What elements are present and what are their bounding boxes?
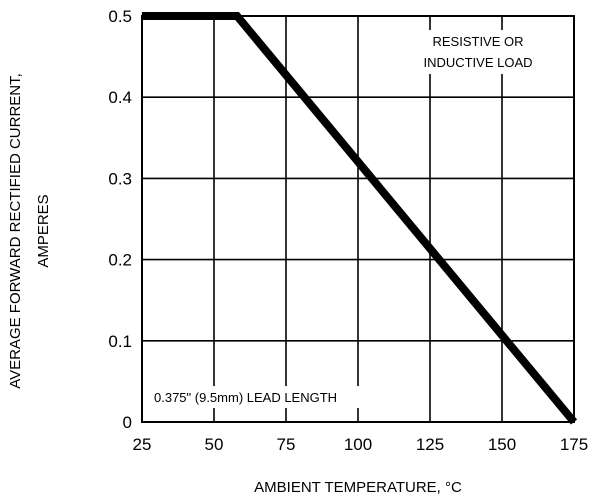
lead-length-annotation-text: 0.375" (9.5mm) LEAD LENGTH — [154, 390, 337, 405]
x-tick-label: 125 — [416, 435, 444, 454]
load-type-annotation-line-1: RESISTIVE OR — [432, 34, 523, 49]
grid — [141, 15, 575, 423]
y-tick-label: 0.5 — [108, 7, 132, 26]
x-axis-title: AMBIENT TEMPERATURE, °C — [254, 479, 462, 496]
y-tick-label: 0.4 — [108, 88, 132, 107]
x-tick-label: 50 — [205, 435, 224, 454]
x-axis-ticks: 25 50 75 100 125 150 175 — [133, 435, 589, 454]
load-type-annotation: RESISTIVE OR INDUCTIVE LOAD — [398, 30, 560, 74]
plot-frame — [141, 15, 575, 423]
derating-curve — [142, 12, 578, 425]
y-axis-ticks: 0 0.1 0.2 0.3 0.4 0.5 — [108, 7, 132, 432]
x-tick-label: 150 — [488, 435, 516, 454]
x-tick-label: 75 — [277, 435, 296, 454]
x-tick-label: 25 — [133, 435, 152, 454]
y-tick-label: 0.1 — [108, 332, 132, 351]
load-type-annotation-line-2: INDUCTIVE LOAD — [423, 55, 532, 70]
lead-length-annotation: 0.375" (9.5mm) LEAD LENGTH — [148, 386, 416, 408]
series — [142, 12, 578, 425]
y-axis-title-line-2: AMPERES — [35, 194, 52, 267]
y-tick-label: 0.2 — [108, 251, 132, 270]
x-tick-label: 175 — [560, 435, 588, 454]
y-tick-label: 0 — [123, 413, 132, 432]
y-axis-title-line-1: AVERAGE FORWARD RECTIFIED CURRENT, — [7, 73, 24, 389]
y-tick-label: 0.3 — [108, 169, 132, 188]
x-tick-label: 100 — [344, 435, 372, 454]
